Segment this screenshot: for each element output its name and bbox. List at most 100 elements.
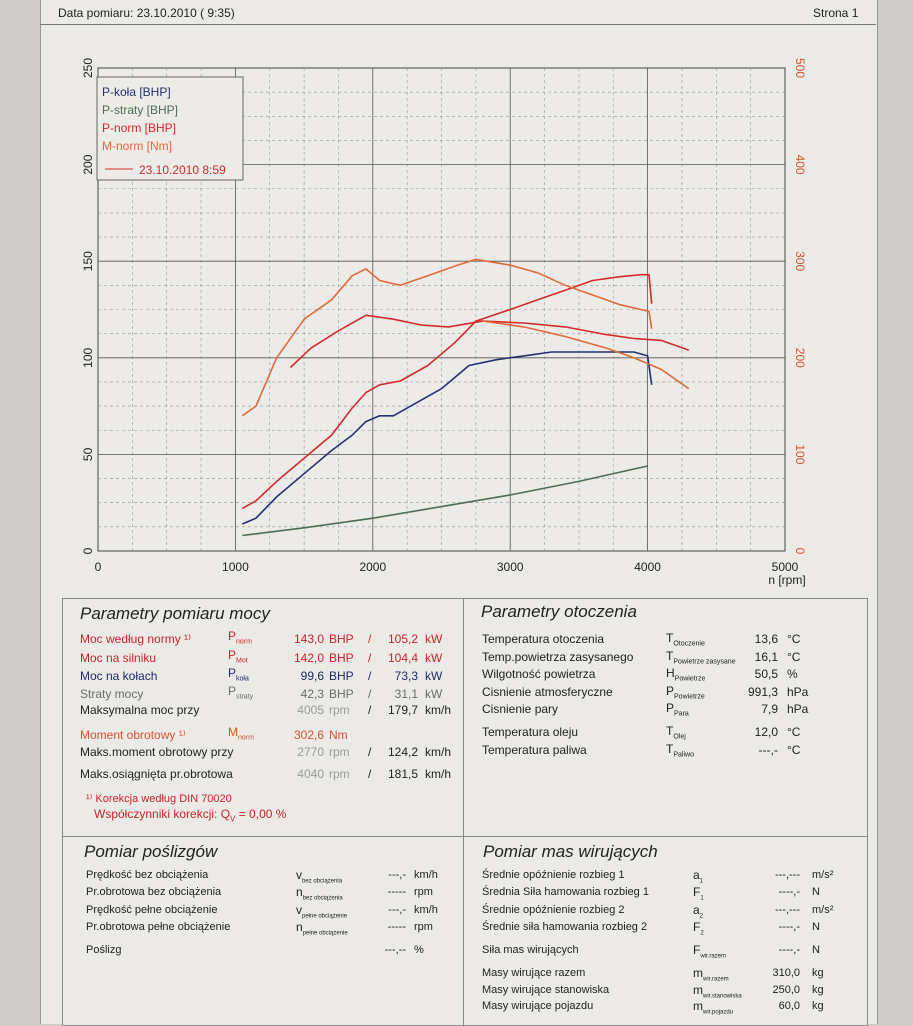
power-row-value2: 31,1 [394,687,418,701]
ambient-params-panel [463,598,868,838]
mass-row-unit: N [812,886,820,898]
mass-row-symbol: mwir.pojazdu [693,999,734,1016]
power-row-unit2: km/h [425,745,452,759]
ambient-row-unit: hPa [787,685,809,699]
slip-row-value: ----- [387,886,406,898]
ambient-row-label: Cisnienie atmosferyczne [482,685,613,699]
power-row-value2: 181,5 [387,767,418,781]
ambient-row-value: 12,0 [754,725,778,739]
ambient-row-symbol: PPara [666,701,689,718]
y-right-tick-label: 400 [793,155,807,175]
mass-row-label: Masy wirujące razem [482,967,586,979]
power-row-label: Moc na silniku [80,651,157,665]
slip-row-label: Prędkość pełne obciążenie [86,904,218,916]
legend-entry: P-norm [BHP] [102,121,176,135]
slip-row-unit: rpm [414,886,433,898]
ambient-row-value: 991,3 [747,685,778,699]
power-row-label: Moment obrotowy ¹⁾ [80,728,186,742]
mass-row-label: Masy wirujące stanowiska [482,984,610,996]
mass-row-symbol: F2 [693,920,704,937]
ambient-row-unit: °C [787,743,801,757]
correction-factors: Współczynniki korekcji: QV = 0,00 % [94,807,287,824]
slip-row-unit: km/h [414,869,438,881]
series-line-4 [289,314,690,369]
ambient-row-value: 50,5 [754,667,778,681]
y-right-tick-label: 300 [793,251,807,271]
y-right-tick-label: 100 [793,444,807,464]
ambient-row-unit: hPa [787,702,809,716]
mass-row-label: Średnia Siła hamowania rozbieg 1 [482,886,649,898]
mass-row-label: Siła mas wirujących [482,944,579,956]
ambient-row-label: Temperatura paliwa [482,743,587,757]
mass-row-symbol: a1 [693,868,704,885]
y-right-tick-label: 500 [793,58,807,78]
legend-entry: M-norm [Nm] [102,139,172,153]
y-left-tick-label: 250 [81,58,95,78]
ambient-row-label: Cisnienie pary [482,702,559,716]
power-row-unit: rpm [329,767,350,781]
power-row-symbol: Mnorm [228,725,254,742]
power-row-value: 4005 [297,703,324,717]
power-row-separator: / [368,651,372,665]
power-params-panel [62,598,465,838]
ambient-row-symbol: PPowietrze [666,684,705,701]
legend-entry: P-straty [BHP] [102,103,178,117]
power-row-unit: rpm [329,703,350,717]
slip-row-value: ----- [387,921,406,933]
measurement-date: Data pomiaru: 23.10.2010 ( 9:35) [58,6,235,20]
y-right-tick-label: 0 [793,548,807,555]
power-row-value: 302,6 [293,728,324,742]
header-divider [40,24,876,25]
series-line-0 [241,351,653,525]
ambient-row-unit: °C [787,650,801,664]
ambient-row-label: Temp.powietrza zasysanego [482,650,634,664]
mass-row-symbol: F1 [693,885,704,902]
slip-title: Pomiar poślizgów [84,842,218,861]
x-axis-label: n [rpm] [768,573,805,587]
mass-row-unit: N [812,921,820,933]
mass-row-unit: kg [812,1000,824,1012]
mass-row-value: ---,--- [774,904,800,916]
ambient-row-value: ---,- [758,743,778,757]
power-row-value2: 105,2 [387,632,418,646]
y-right-tick-label: 200 [793,348,807,368]
slip-row-value: ---,-- [384,944,406,956]
power-row-value2: 179,7 [387,703,418,717]
ambient-row-label: Wilgotność powietrza [482,667,596,681]
slip-panel [62,836,465,1026]
mass-row-value: 250,0 [772,984,800,996]
power-row-label: Maks.moment obrotowy przy [80,745,234,759]
ambient-row-value: 13,6 [754,632,778,646]
power-row-value2: 73,3 [394,669,418,683]
mass-row-symbol: mwir.razem [693,966,729,983]
power-row-value: 99,6 [300,669,324,683]
ambient-row-unit: °C [787,632,801,646]
mass-row-label: Średnie opóźnienie rozbieg 2 [482,904,625,916]
slip-row-symbol: vpełne obciążenie [296,903,348,920]
x-tick-label: 4000 [634,560,661,574]
slip-row-symbol: npełne obciążenie [296,920,348,937]
correction-footnote: ¹⁾ Korekcja według DIN 70020 [86,793,232,805]
slip-row-value: ---,- [388,904,406,916]
power-row-symbol: Pkoła [228,666,249,683]
power-row-unit: BHP [329,687,354,701]
y-left-tick-label: 150 [81,251,95,271]
slip-row-unit: km/h [414,904,438,916]
power-row-unit2: kW [425,669,443,683]
ambient-row-label: Temperatura oleju [482,725,579,739]
rotating-mass-title: Pomiar mas wirujących [483,842,658,861]
mass-row-value: ----,- [778,944,800,956]
power-params-title: Parametry pomiaru mocy [80,604,270,623]
mass-row-unit: kg [812,967,824,979]
power-row-unit: rpm [329,745,350,759]
power-row-separator: / [368,745,372,759]
x-tick-label: 0 [95,560,102,574]
rotating-mass-panel [463,836,868,1026]
mass-row-unit: N [812,944,820,956]
ambient-row-symbol: TOtoczenie [666,631,705,648]
ambient-row-label: Temperatura otoczenia [482,632,605,646]
power-row-unit2: kW [425,687,443,701]
power-row-value: 143,0 [293,632,324,646]
x-tick-label: 5000 [772,560,799,574]
